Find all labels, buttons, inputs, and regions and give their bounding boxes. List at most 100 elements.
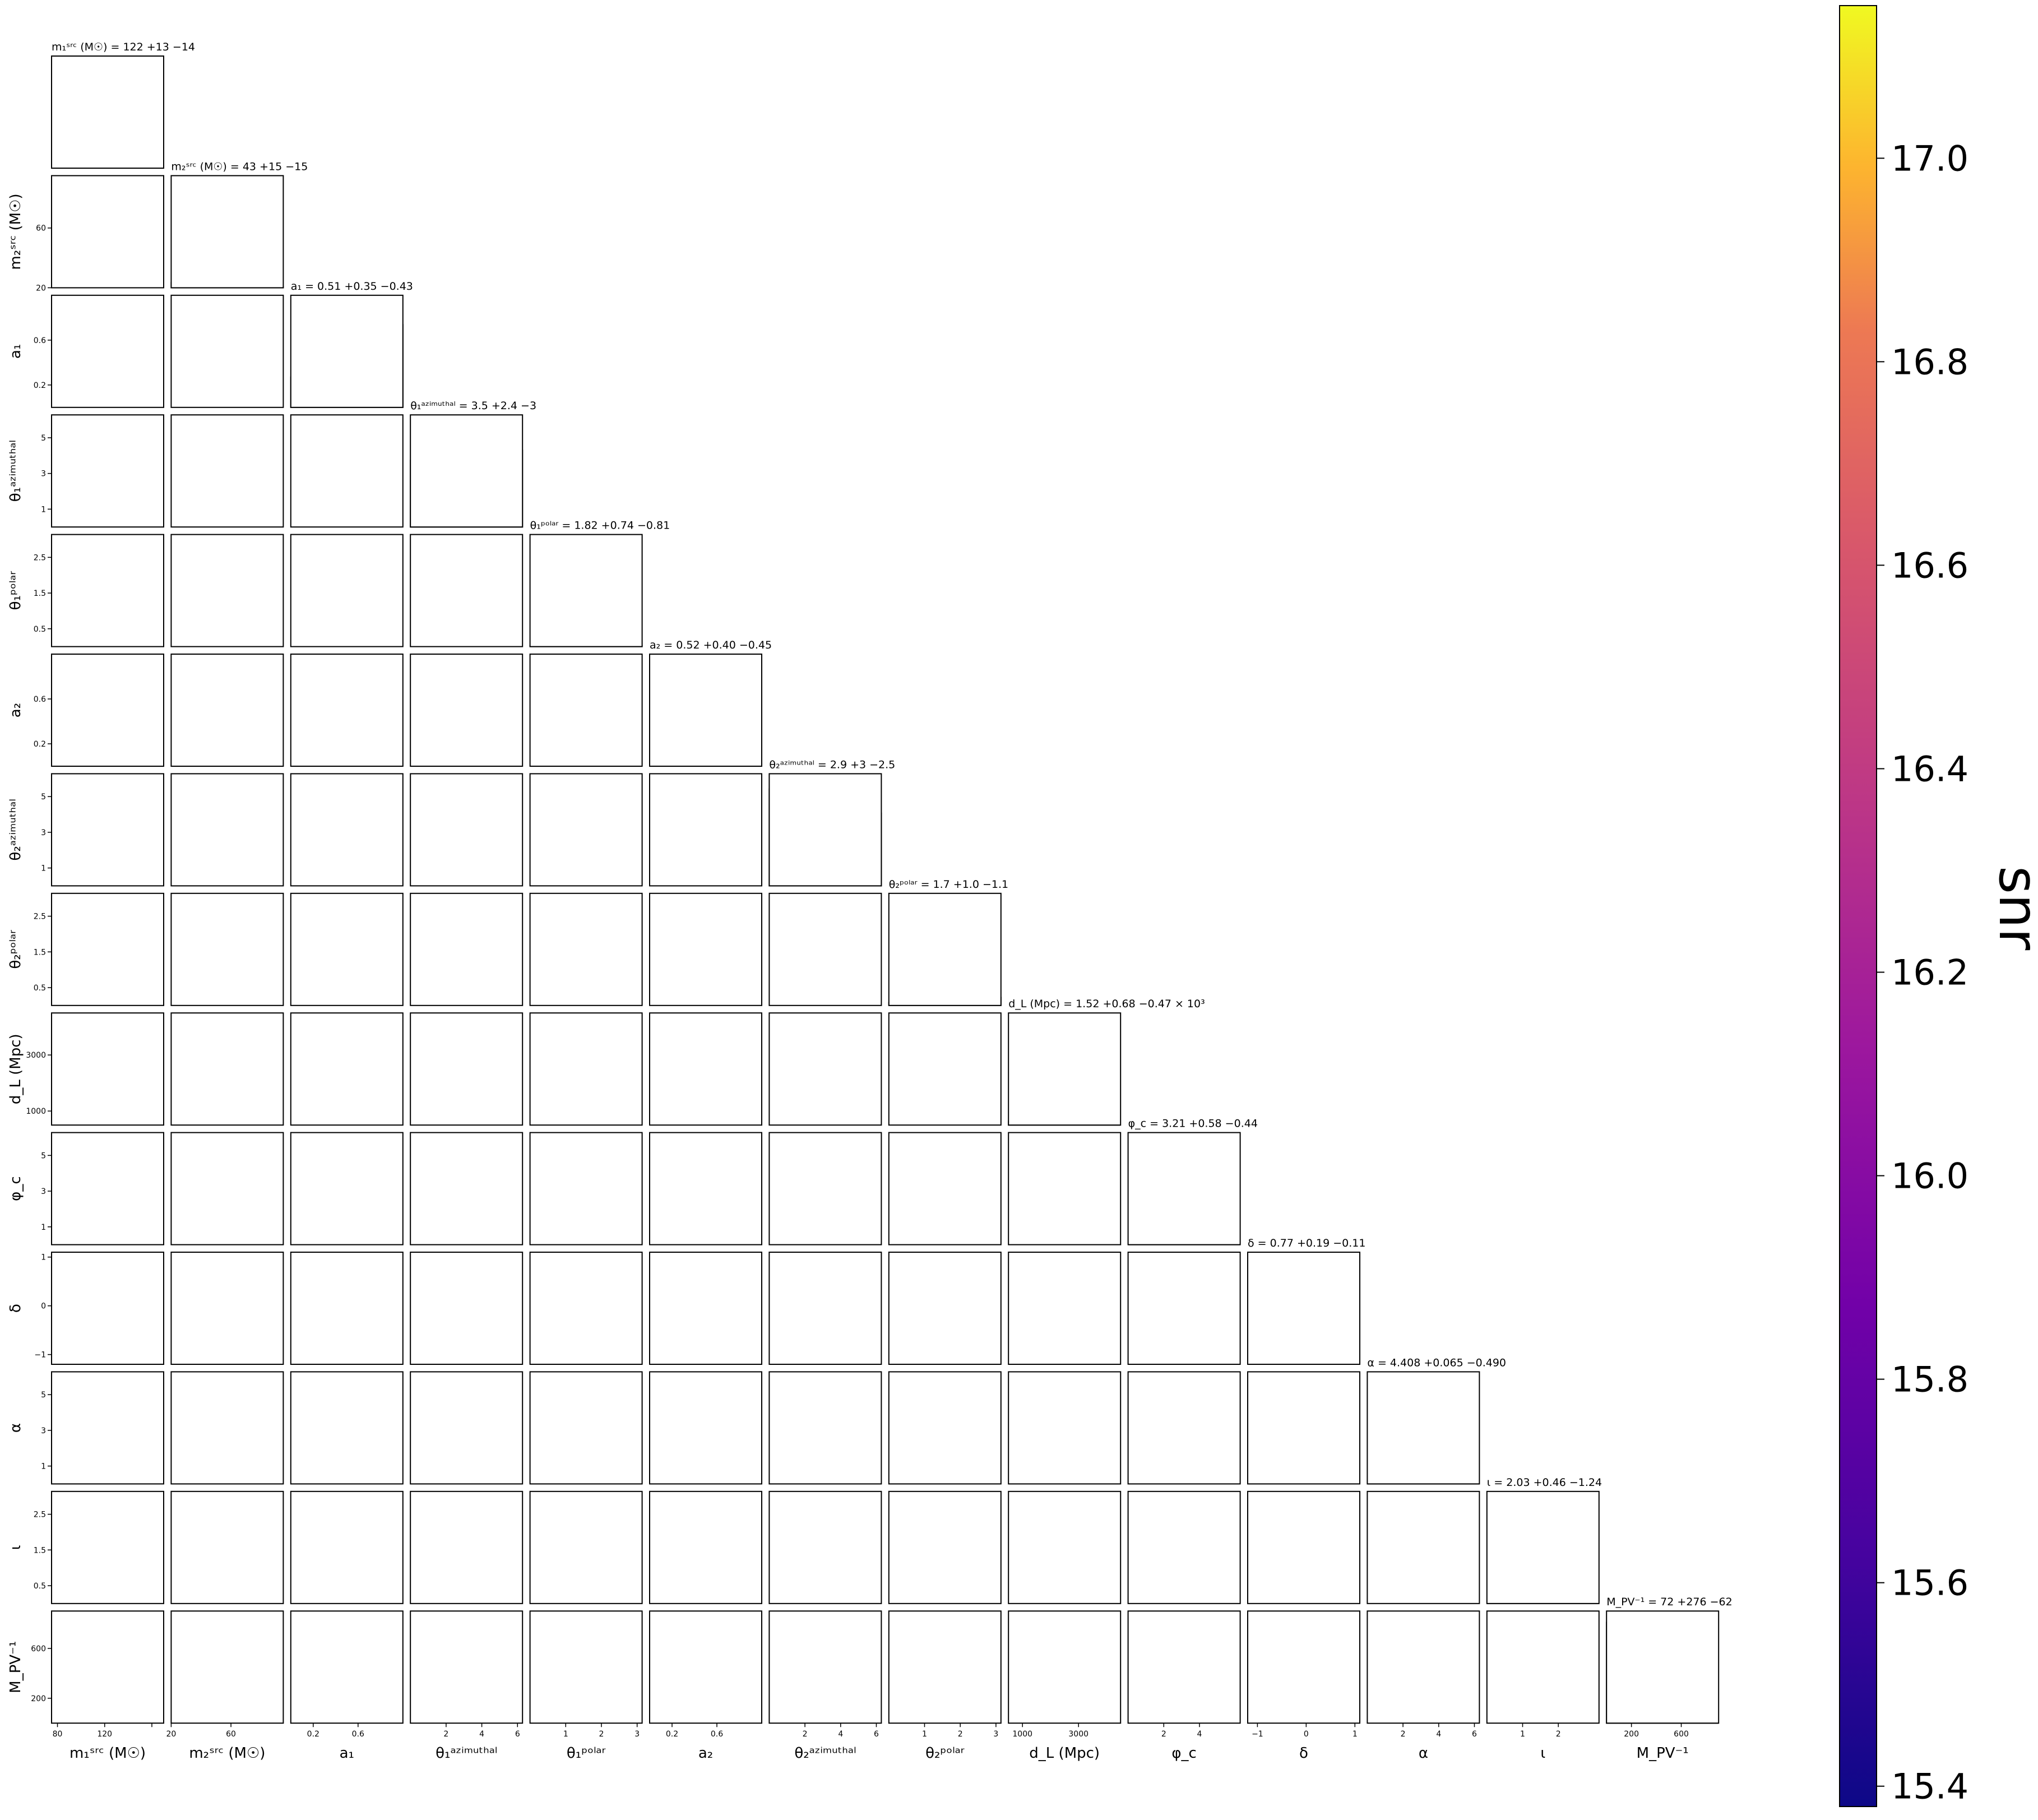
contour-label-90: 90% [1530,1728,1548,1737]
joint-panel-7-3: 50%90% [410,892,524,1006]
x-axis-label: δ [1299,1745,1308,1762]
x-tick-label: 6 [1472,1730,1477,1739]
x-tick-label: 2 [1401,1730,1406,1739]
joint-panel-10-4: 50%90% [529,1252,643,1365]
joint-panel-10-7: 50%90% [888,1252,1002,1365]
panel-title: M_PV⁻¹ = 72 +276 −62 [1606,1596,1733,1608]
panel-frame [290,414,404,528]
y-axis-label: φ_c [7,1176,24,1201]
panel-frame [1008,1490,1122,1604]
y-tick-label: 5 [41,1391,46,1400]
panel-frame [649,654,762,767]
panel-frame [649,1610,762,1724]
panel-frame [1247,1252,1360,1365]
joint-panel-11-4: 50%90% [529,1371,643,1485]
panel-frame [529,1610,643,1724]
joint-panel-9-4: 50%90% [529,1132,643,1245]
panel-frame [1127,1610,1241,1724]
joint-panel-7-2: 50%90% [290,892,404,1006]
x-axis-label: α [1419,1745,1428,1762]
contour-label-90: 90% [1167,1728,1184,1737]
x-axis-label: a₁ [340,1745,354,1762]
panel-frame [170,773,284,887]
x-axis-label: φ_c [1171,1745,1196,1762]
y-tick-label: 1 [41,1223,46,1232]
panel-frame [1367,1490,1480,1604]
y-tick-label: 0.5 [34,625,46,634]
joint-panel-13-9: 50%90%24φ_c [1127,1610,1241,1762]
panel-frame [1247,1490,1360,1604]
y-tick-label: 200 [31,1694,46,1703]
y-tick-label: 20 [36,284,46,293]
panel-frame [51,654,164,767]
joint-panel-6-5: 50%90% [649,773,762,887]
joint-panel-8-3: 50%90% [410,1012,524,1126]
joint-panel-9-2: 50%90% [290,1132,404,1245]
y-tick-label: 1.5 [34,948,46,957]
panel-frame [170,1610,284,1724]
panel-frame [529,773,643,887]
joint-panel-5-4: 50%90% [529,654,643,767]
x-tick-label: −1 [1252,1730,1263,1739]
x-tick-label: 4 [1197,1730,1202,1739]
colorbar-tick-label: 16.6 [1891,545,1968,586]
panel-frame [529,1132,643,1245]
panel-frame [410,1490,524,1604]
panel-frame [170,294,284,408]
joint-panel-6-2: 50%90% [290,773,404,887]
joint-panel-11-5: 50%90% [649,1371,762,1485]
panel-frame [290,534,404,647]
panel-frame [410,773,524,887]
panel-frame [51,414,164,528]
panel-frame [290,654,404,767]
joint-panel-11-10: 50%90% [1247,1371,1360,1485]
panel-frame [290,1490,404,1604]
panel-frame [1247,1610,1360,1724]
joint-panel-10-1: 50%90% [170,1252,284,1365]
panel-title: θ₁ᵃᶻⁱᵐᵘᵗʰᵃˡ = 3.5 +2.4 −3 [410,400,536,412]
panel-title: θ₂ᵃᶻⁱᵐᵘᵗʰᵃˡ = 2.9 +3 −2.5 [769,758,895,771]
joint-panel-11-7: 50%90% [888,1371,1002,1485]
panel-frame [529,1012,643,1126]
panel-frame [410,1610,524,1724]
panel-frame [768,1610,882,1724]
panel-title: m₂ˢʳᶜ (M☉) = 43 +15 −15 [171,160,308,173]
x-axis-label: θ₂ᵖᵒˡᵃʳ [925,1745,965,1762]
x-axis-label: m₁ˢʳᶜ (M☉) [70,1745,146,1762]
joint-panel-9-6: 50%90% [768,1132,882,1245]
marginal-panel-4: θ₁ᵖᵒˡᵃʳ = 1.82 +0.74 −0.81 [529,520,670,647]
marginal-panel-11: α = 4.408 +0.065 −0.490 [1367,1356,1506,1485]
joint-panel-11-3: 50%90% [410,1371,524,1485]
panel-frame [51,175,164,289]
y-axis-label: M_PV⁻¹ [7,1641,24,1693]
joint-panel-11-1: 50%90% [170,1371,284,1485]
joint-panel-7-5: 50%90% [649,892,762,1006]
panel-frame [170,1490,284,1604]
x-tick-label: 2 [958,1730,963,1739]
colorbar-tick-label: 17.0 [1891,138,1968,179]
x-tick-label: 1 [922,1730,927,1739]
marginal-panel-8: d_L (Mpc) = 1.52 +0.68 −0.47 × 10³ [1008,998,1205,1126]
panel-frame [529,892,643,1006]
panel-frame [51,1252,164,1365]
joint-panel-7-1: 50%90% [170,892,284,1006]
panel-frame [1008,1371,1122,1485]
y-tick-label: 3 [41,470,46,479]
panel-frame [1008,1610,1122,1724]
panel-frame [1486,1490,1600,1604]
colorbar-gradient [1839,5,1877,1807]
colorbar-tick-label: 15.4 [1891,1766,1968,1807]
joint-panel-13-12: 50%90%12ι [1486,1610,1600,1762]
panel-frame [170,1012,284,1126]
y-axis-label: a₁ [7,344,24,359]
marginal-panel-13: M_PV⁻¹ = 72 +276 −62 200 600 M_PV⁻¹ [1606,1596,1733,1762]
panel-frame [1127,1252,1241,1365]
